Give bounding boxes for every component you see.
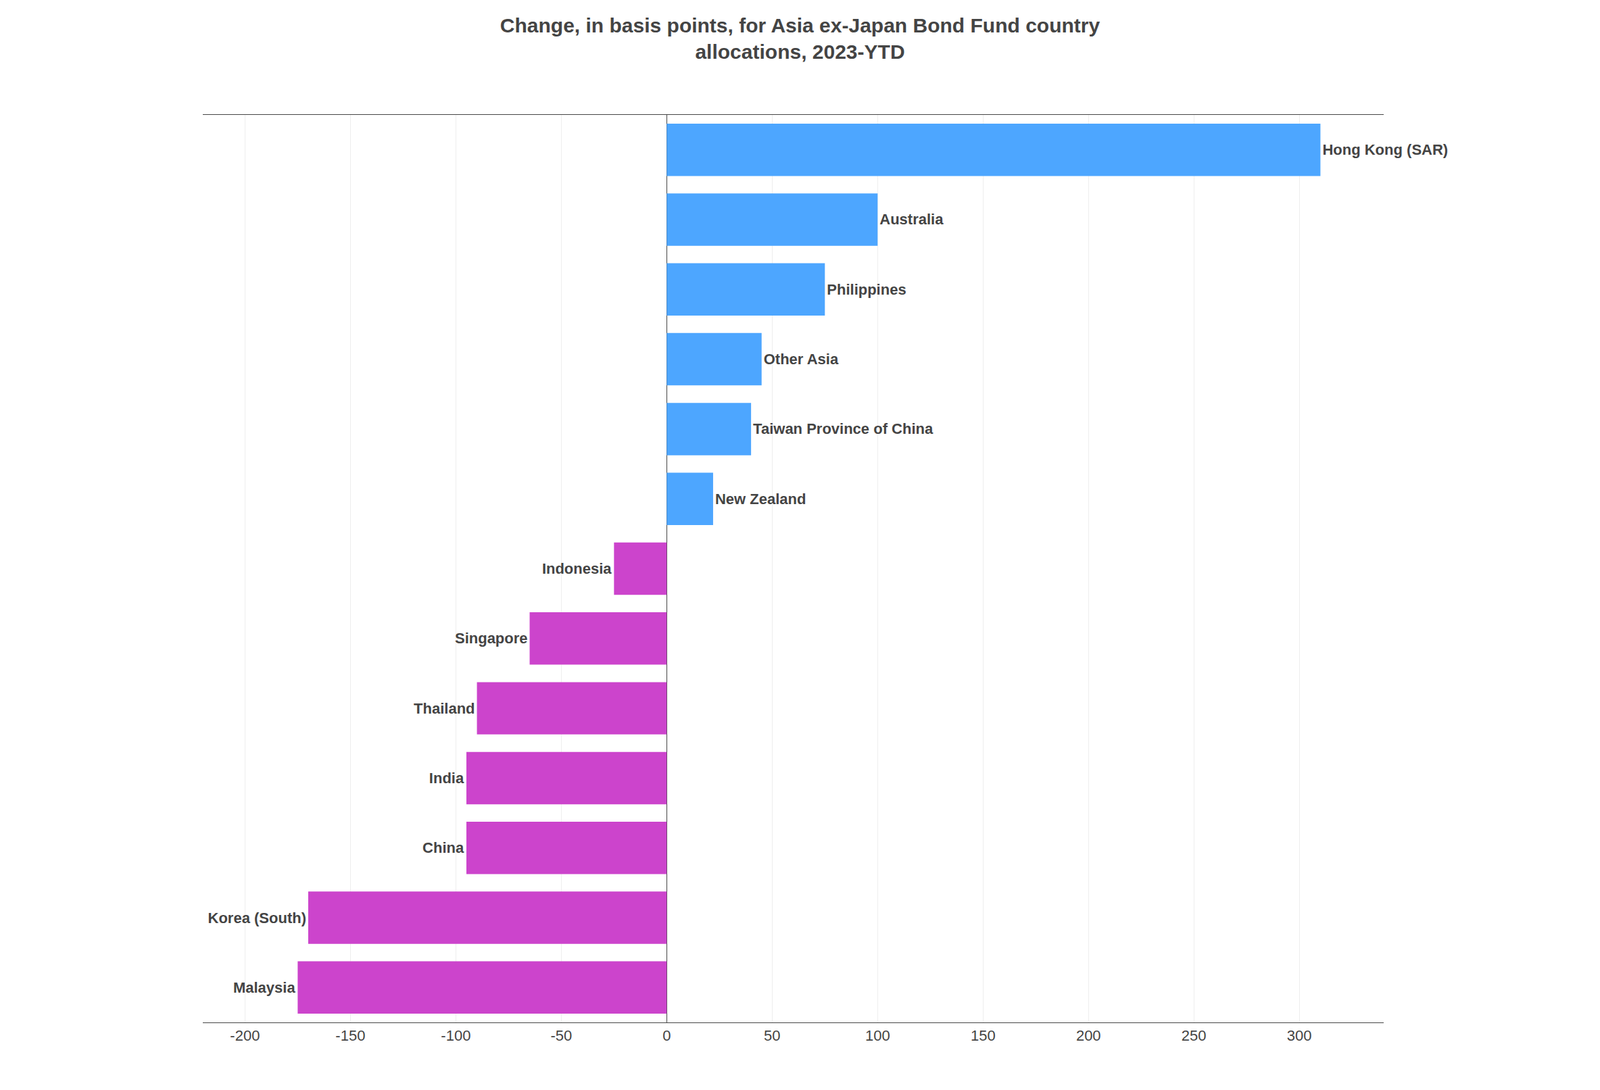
svg-text:-150: -150 [335,1027,366,1045]
svg-text:300: 300 [1287,1027,1313,1045]
svg-text:Other Asia: Other Asia [763,350,839,368]
svg-text:New Zealand: New Zealand [715,490,806,508]
svg-text:Thailand: Thailand [413,700,475,718]
svg-text:India: India [429,769,465,787]
svg-text:150: 150 [970,1027,996,1045]
svg-text:Philippines: Philippines [826,281,906,299]
svg-text:Indonesia: Indonesia [542,560,612,578]
svg-text:100: 100 [865,1027,891,1045]
svg-text:China: China [422,839,465,857]
svg-text:Singapore: Singapore [454,629,528,647]
svg-text:Hong Kong (SAR): Hong Kong (SAR) [1322,141,1448,159]
svg-text:Australia: Australia [879,210,944,228]
svg-text:50: 50 [763,1027,781,1045]
svg-text:Korea (South): Korea (South) [208,909,307,927]
svg-text:Change, in basis points, for A: Change, in basis points, for Asia ex-Jap… [500,14,1101,63]
svg-text:200: 200 [1076,1027,1102,1045]
svg-text:-200: -200 [229,1027,260,1045]
svg-text:Taiwan Province of China: Taiwan Province of China [753,420,934,438]
svg-text:-50: -50 [550,1027,572,1045]
svg-text:-100: -100 [440,1027,471,1045]
svg-text:0: 0 [662,1027,671,1045]
svg-text:Malaysia: Malaysia [233,979,296,997]
svg-text:250: 250 [1181,1027,1207,1045]
